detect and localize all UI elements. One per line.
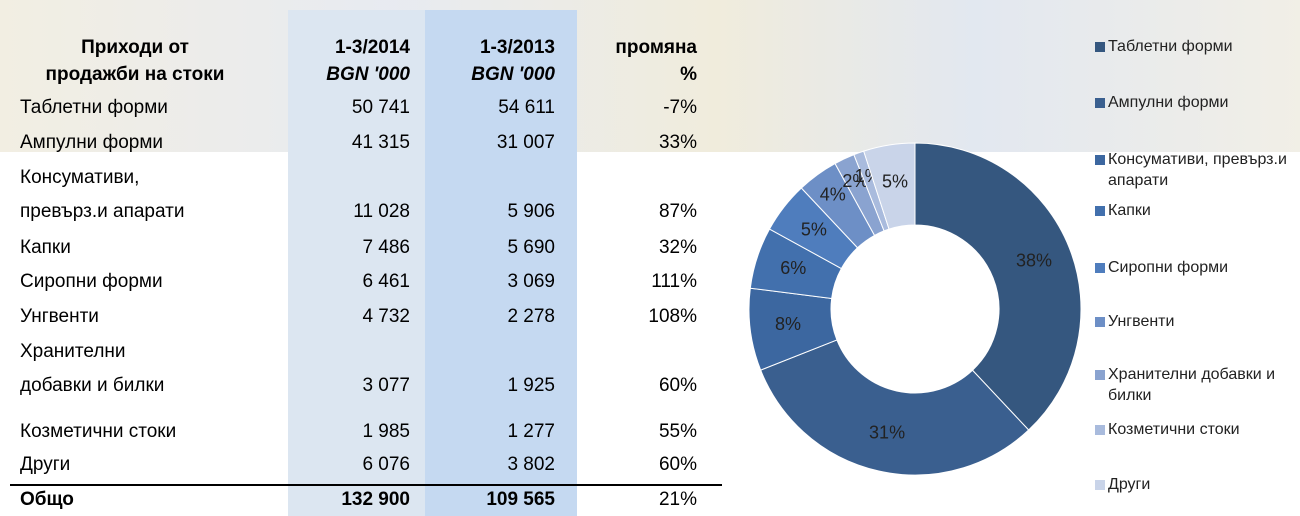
cell-value: 111%: [577, 265, 697, 299]
cell-value: 33%: [577, 126, 697, 160]
legend-swatch: [1095, 425, 1105, 435]
legend-swatch: [1095, 206, 1105, 216]
legend-label: Унгвенти: [1108, 311, 1300, 332]
cell-value: 54 611: [425, 91, 555, 125]
legend-label: Сиропни форми: [1108, 257, 1300, 278]
cell-value: 60%: [577, 448, 697, 482]
row-label: Сиропни форми: [20, 265, 163, 299]
row-label: Ампулни форми: [20, 126, 163, 160]
slide: 38%31%8%6%5%4%2%1%5% Приходи отпродажби …: [0, 0, 1300, 516]
legend-swatch: [1095, 317, 1105, 327]
row-label: добавки и билки: [20, 369, 164, 403]
legend-label: Козметични стоки: [1108, 419, 1300, 440]
cell-value: BGN '000: [290, 58, 410, 92]
data-label: 38%: [1016, 251, 1052, 271]
cell-value: 60%: [577, 369, 697, 403]
cell-value: 108%: [577, 300, 697, 334]
cell-value: 5 690: [425, 231, 555, 265]
donut-segment: [915, 143, 1081, 430]
cell-value: 1 277: [425, 415, 555, 449]
data-label: 5%: [801, 219, 827, 239]
data-label: 8%: [775, 314, 801, 334]
legend-label: Ампулни форми: [1108, 92, 1300, 113]
legend-swatch: [1095, 98, 1105, 108]
cell-value: 5 906: [425, 195, 555, 229]
cell-value: 109 565: [425, 483, 555, 516]
cell-value: 2 278: [425, 300, 555, 334]
legend-swatch: [1095, 370, 1105, 380]
cell-value: 3 802: [425, 448, 555, 482]
row-label: Козметични стоки: [20, 415, 176, 449]
legend-label: Таблетни форми: [1108, 36, 1300, 57]
data-label: 5%: [882, 171, 908, 191]
row-label: превърз.и апарати: [20, 195, 184, 229]
legend-swatch: [1095, 42, 1105, 52]
row-label: Други: [20, 448, 70, 482]
cell-value: 41 315: [290, 126, 410, 160]
row-label: Консумативи,: [20, 161, 139, 195]
row-label: Капки: [20, 231, 71, 265]
cell-value: 55%: [577, 415, 697, 449]
row-label: Таблетни форми: [20, 91, 168, 125]
legend-label: Капки: [1108, 200, 1300, 221]
cell-value: 7 486: [290, 231, 410, 265]
cell-value: 4 732: [290, 300, 410, 334]
legend-swatch: [1095, 480, 1105, 490]
cell-value: 6 076: [290, 448, 410, 482]
legend-swatch: [1095, 155, 1105, 165]
row-label: Хранителни: [20, 335, 126, 369]
cell-value: 6 461: [290, 265, 410, 299]
row-label: продажби на стоки: [10, 58, 260, 92]
data-label: 6%: [780, 258, 806, 278]
cell-value: %: [577, 58, 697, 92]
cell-value: 1 925: [425, 369, 555, 403]
cell-value: 21%: [577, 483, 697, 516]
cell-value: BGN '000: [425, 58, 555, 92]
row-label: Унгвенти: [20, 300, 99, 334]
cell-value: 50 741: [290, 91, 410, 125]
cell-value: 1 985: [290, 415, 410, 449]
legend-swatch: [1095, 263, 1105, 273]
cell-value: 31 007: [425, 126, 555, 160]
cell-value: -7%: [577, 91, 697, 125]
cell-value: 11 028: [290, 195, 410, 229]
legend-label: Консумативи, превърз.и апарати: [1108, 149, 1300, 191]
data-label: 31%: [869, 423, 905, 443]
cell-value: 132 900: [290, 483, 410, 516]
legend-label: Други: [1108, 474, 1300, 495]
cell-value: 3 069: [425, 265, 555, 299]
cell-value: 32%: [577, 231, 697, 265]
cell-value: 87%: [577, 195, 697, 229]
cell-value: 3 077: [290, 369, 410, 403]
legend-label: Хранителни добавки и билки: [1108, 364, 1300, 406]
row-label: Общо: [20, 483, 74, 516]
